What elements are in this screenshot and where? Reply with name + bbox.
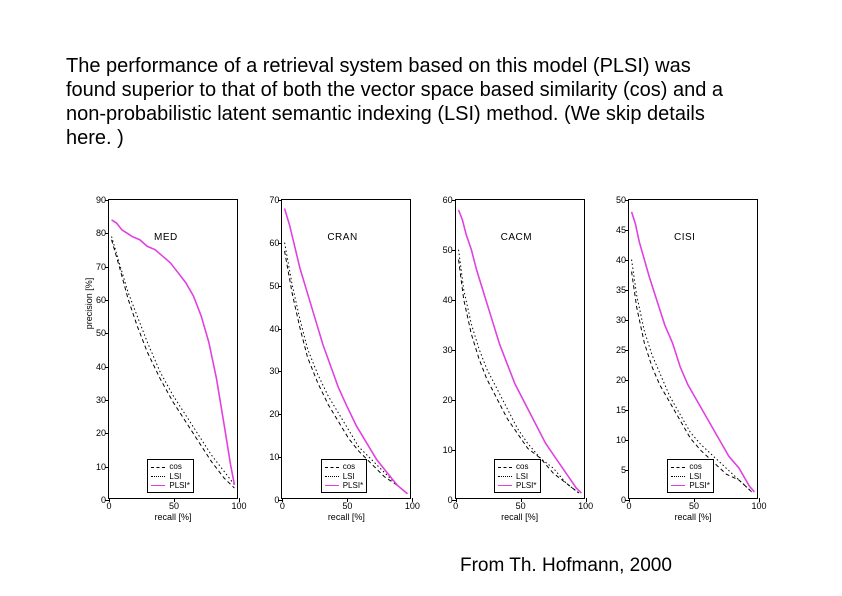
series-lsi — [112, 236, 235, 484]
legend-label: cos — [516, 462, 528, 471]
legend-label: cos — [169, 462, 181, 471]
legend-label: PLSI* — [343, 481, 363, 490]
xlabel: recall [%] — [282, 498, 410, 522]
series-lsi — [458, 250, 578, 493]
legend: cosLSIPLSI* — [321, 459, 367, 493]
legend-swatch — [151, 476, 165, 477]
legend-item: LSI — [325, 472, 363, 481]
description-text: The performance of a retrieval system ba… — [66, 54, 746, 150]
curves-svg — [456, 200, 584, 498]
curves-svg — [109, 200, 237, 498]
legend-swatch — [498, 476, 512, 477]
ylabel: precision [%] — [84, 278, 94, 330]
legend-label: LSI — [343, 472, 355, 481]
legend: cosLSIPLSI* — [667, 459, 713, 493]
legend-item: PLSI* — [498, 481, 536, 490]
plot-area: 0102030405060050100recall [%]CACMcosLSIP… — [455, 199, 585, 499]
subplot-cacm: 0102030405060050100recall [%]CACMcosLSIP… — [427, 195, 587, 535]
series-plsi — [112, 220, 235, 485]
legend-item: cos — [671, 462, 709, 471]
legend-label: PLSI* — [516, 481, 536, 490]
xlabel: recall [%] — [109, 498, 237, 522]
legend-item: cos — [498, 462, 536, 471]
xlabel: recall [%] — [456, 498, 584, 522]
legend-swatch — [151, 485, 165, 486]
legend-item: cos — [151, 462, 189, 471]
series-plsi — [632, 212, 755, 492]
legend-swatch — [151, 467, 165, 468]
legend-swatch — [325, 476, 339, 477]
legend-swatch — [498, 485, 512, 486]
legend-label: cos — [343, 462, 355, 471]
curves-svg — [629, 200, 757, 498]
series-cos — [458, 260, 578, 493]
subplot-med: 0102030405060708090050100recall [%]preci… — [80, 195, 240, 535]
legend-label: PLSI* — [169, 481, 189, 490]
plot-area: 05101520253035404550050100recall [%]CISI… — [628, 199, 758, 499]
subplot-cisi: 05101520253035404550050100recall [%]CISI… — [600, 195, 760, 535]
subplot-row: 0102030405060708090050100recall [%]preci… — [80, 195, 760, 535]
legend-item: LSI — [671, 472, 709, 481]
attribution-text: From Th. Hofmann, 2000 — [460, 555, 672, 577]
legend-swatch — [671, 485, 685, 486]
series-cos — [112, 240, 235, 488]
series-plsi — [285, 209, 408, 494]
subplot-cran: 010203040506070050100recall [%]CRANcosLS… — [253, 195, 413, 535]
legend-swatch — [671, 467, 685, 468]
series-lsi — [632, 260, 752, 492]
curves-svg — [282, 200, 410, 498]
legend-label: LSI — [689, 472, 701, 481]
legend-label: cos — [689, 462, 701, 471]
plot-area: 0102030405060708090050100recall [%]preci… — [108, 199, 238, 499]
legend-item: PLSI* — [671, 481, 709, 490]
legend-item: cos — [325, 462, 363, 471]
plot-area: 010203040506070050100recall [%]CRANcosLS… — [281, 199, 411, 499]
legend-item: LSI — [498, 472, 536, 481]
legend-label: PLSI* — [689, 481, 709, 490]
legend-swatch — [498, 467, 512, 468]
legend: cosLSIPLSI* — [494, 459, 540, 493]
legend-label: LSI — [169, 472, 181, 481]
legend-item: LSI — [151, 472, 189, 481]
legend-item: PLSI* — [151, 481, 189, 490]
legend-swatch — [325, 467, 339, 468]
legend-swatch — [671, 476, 685, 477]
series-cos — [285, 251, 408, 494]
legend: cosLSIPLSI* — [147, 459, 193, 493]
legend-item: PLSI* — [325, 481, 363, 490]
legend-label: LSI — [516, 472, 528, 481]
legend-swatch — [325, 485, 339, 486]
xlabel: recall [%] — [629, 498, 757, 522]
